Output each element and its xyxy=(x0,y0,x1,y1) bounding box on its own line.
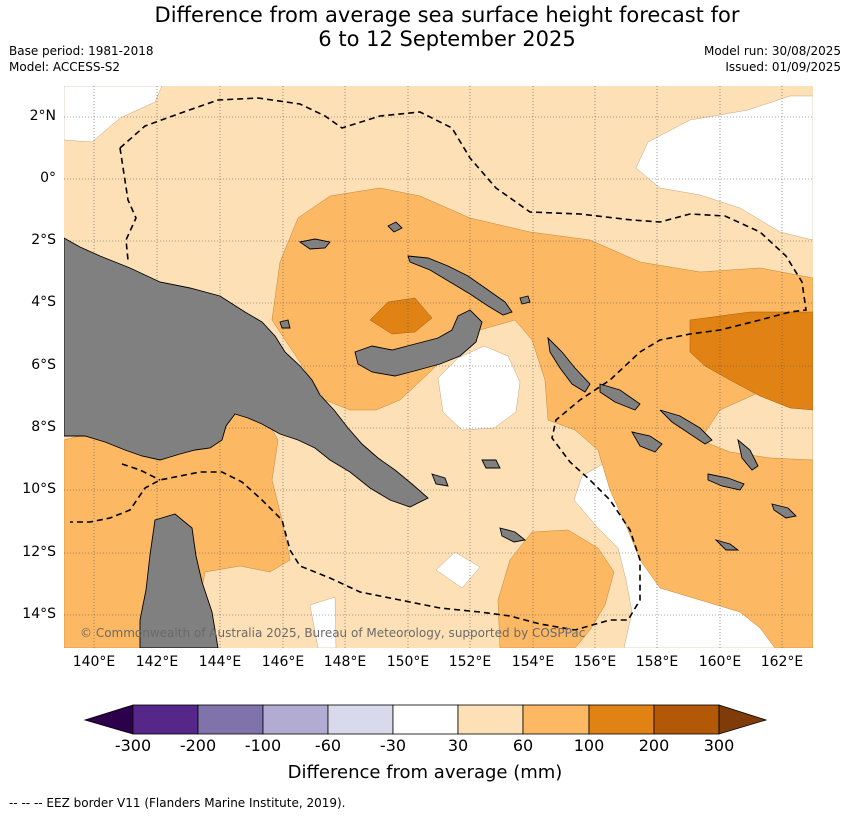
land-santa-isabel xyxy=(659,409,713,445)
lon-label: 140°E xyxy=(72,654,116,670)
colorbar-tick: 100 xyxy=(573,736,605,755)
lon-label: 162°E xyxy=(760,654,804,670)
colorbar xyxy=(83,704,768,735)
land-trobriand xyxy=(481,459,501,469)
anomaly-60-100-coral-sea xyxy=(497,529,615,648)
lon-label: 146°E xyxy=(261,654,305,670)
land-new-ireland xyxy=(407,255,513,316)
model-run: Model run: 30/08/2025 xyxy=(703,44,841,58)
colorbar-bin xyxy=(132,704,199,735)
colorbar-extend-low xyxy=(83,704,134,735)
lon-label: 148°E xyxy=(323,654,367,670)
lat-label: 2°N xyxy=(29,108,56,124)
lat-label: 10°S xyxy=(22,481,56,497)
land-new-guinea xyxy=(64,237,429,508)
land-small-island-1 xyxy=(387,221,403,233)
land-choiseul xyxy=(599,383,641,411)
colorbar-bin xyxy=(457,704,524,735)
anomaly-neutral-north xyxy=(64,86,163,143)
colorbar-bin xyxy=(392,704,459,735)
land-louisiade xyxy=(499,527,527,543)
colorbar-tick: 60 xyxy=(512,736,534,755)
colorbar-bin xyxy=(653,704,720,735)
lat-label: 8°S xyxy=(31,419,56,435)
lon-label: 150°E xyxy=(386,654,430,670)
meta-left: Base period: 1981-2018 Model: ACCESS-S2 xyxy=(9,43,154,75)
lon-label: 160°E xyxy=(698,654,742,670)
land-manus xyxy=(298,238,331,250)
lat-label: 12°S xyxy=(22,544,56,560)
land xyxy=(64,221,797,648)
lat-label: 14°S xyxy=(22,606,56,622)
colorbar-tick: -60 xyxy=(314,736,342,755)
colorbar-bin xyxy=(262,704,329,735)
land-new-britain xyxy=(354,309,483,377)
lon-label: 142°E xyxy=(135,654,179,670)
lon-label: 144°E xyxy=(198,654,242,670)
colorbar-bin xyxy=(197,704,264,735)
colorbar-label: Difference from average (mm) xyxy=(287,762,563,783)
copyright-notice: © Commonwealth of Australia 2025, Bureau… xyxy=(80,626,585,640)
lat-label: 0° xyxy=(40,170,56,186)
colorbar-tick: -200 xyxy=(179,736,217,755)
colorbar-tick: 200 xyxy=(638,736,670,755)
lon-label: 156°E xyxy=(573,654,617,670)
lon-label: 152°E xyxy=(448,654,492,670)
colorbar-tick: 30 xyxy=(447,736,469,755)
lat-label: 6°S xyxy=(31,357,56,373)
anomaly-neutral-small-2 xyxy=(309,596,337,648)
lat-label: 2°S xyxy=(31,232,56,248)
anomaly-neutral-central xyxy=(437,345,521,431)
land-bougainville xyxy=(547,336,591,393)
colorbar-bin xyxy=(327,704,394,735)
eez-legend-note: -- -- -- EEZ border V11 (Flanders Marine… xyxy=(9,796,346,810)
anomaly-100-200-solomon xyxy=(689,311,813,411)
anomaly-100-200-new-ireland xyxy=(369,297,433,335)
map-panel: © Commonwealth of Australia 2025, Bureau… xyxy=(64,86,813,648)
land-rennell xyxy=(771,503,797,519)
title-line-1: Difference from average sea surface heig… xyxy=(154,3,740,27)
meta-right: Model run: 30/08/2025 Issued: 01/09/2025 xyxy=(704,43,841,75)
colorbar-bin xyxy=(588,704,655,735)
base-period: Base period: 1981-2018 xyxy=(9,44,154,58)
colorbar-tick: -300 xyxy=(114,736,152,755)
colorbar-tick: -30 xyxy=(379,736,407,755)
issued-date: Issued: 01/09/2025 xyxy=(725,60,841,74)
eez-border xyxy=(70,97,807,631)
title-line-2: 6 to 12 September 2025 xyxy=(318,27,576,51)
colorbar-extend-high xyxy=(718,704,768,735)
land-malaita xyxy=(737,438,759,471)
land-makira xyxy=(707,473,745,491)
model-name: Model: ACCESS-S2 xyxy=(9,60,121,74)
land-small-island-2 xyxy=(279,319,291,329)
colorbar-tick: 300 xyxy=(703,736,735,755)
colorbar-bin xyxy=(522,704,590,735)
anomaly-neutral-northeast xyxy=(635,95,813,241)
lon-label: 158°E xyxy=(635,654,679,670)
lon-label: 154°E xyxy=(511,654,555,670)
colorbar-tick: -100 xyxy=(244,736,282,755)
land-dentrecasteaux xyxy=(431,473,449,487)
land-small-island-3 xyxy=(519,295,531,305)
land-cape-york xyxy=(139,513,219,648)
lat-label: 4°S xyxy=(31,294,56,310)
chart-title: Difference from average sea surface heig… xyxy=(0,3,850,51)
land-guadalcanal xyxy=(631,431,663,453)
anomaly-neutral-small-1 xyxy=(435,551,481,589)
land-santa-cruz xyxy=(714,539,740,551)
